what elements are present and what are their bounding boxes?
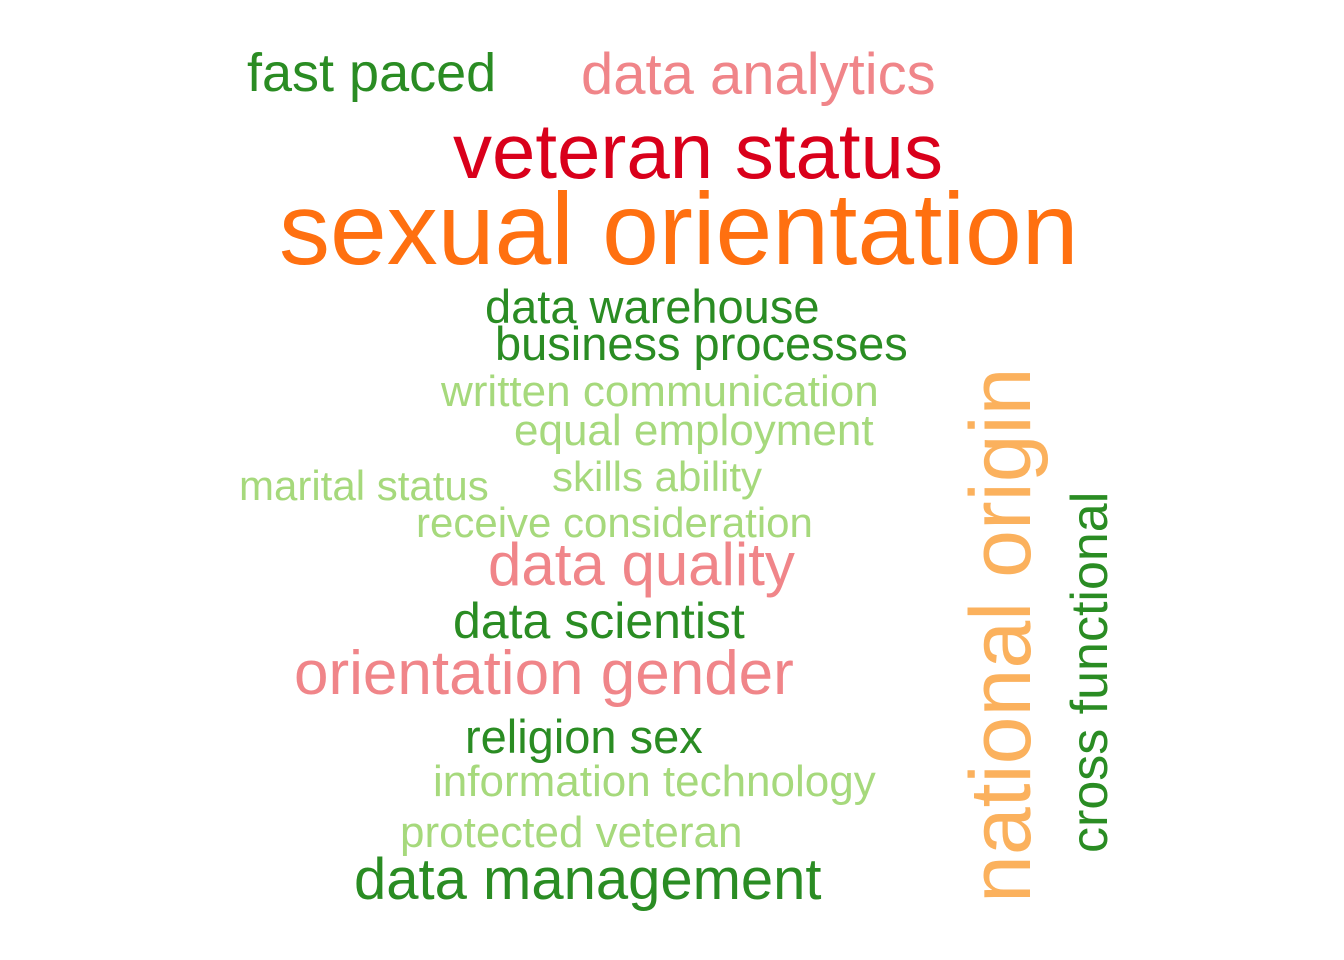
word-skills-ability: skills ability bbox=[552, 453, 763, 500]
word-national-origin: national origin bbox=[953, 367, 1049, 903]
word-cross-functional: cross functional bbox=[1061, 491, 1119, 853]
word-data-management: data management bbox=[354, 847, 822, 912]
word-veteran-status: veteran status bbox=[453, 107, 943, 195]
word-information-technology: information technology bbox=[433, 757, 876, 806]
word-data-scientist: data scientist bbox=[453, 593, 745, 649]
word-equal-employment: equal employment bbox=[514, 406, 874, 455]
word-marital-status: marital status bbox=[239, 462, 489, 509]
word-religion-sex: religion sex bbox=[465, 710, 703, 763]
word-written-communication: written communication bbox=[441, 367, 879, 416]
word-data-quality: data quality bbox=[488, 531, 795, 598]
word-orientation-gender: orientation gender bbox=[294, 639, 794, 708]
word-protected-veteran: protected veteran bbox=[400, 808, 743, 857]
word-data-warehouse: data warehouse bbox=[485, 280, 820, 333]
word-fast-paced: fast paced bbox=[247, 43, 497, 103]
word-business-processes: business processes bbox=[495, 317, 908, 370]
word-receive-consideration: receive consideration bbox=[416, 499, 813, 546]
word-sexual-orientation: sexual orientation bbox=[279, 172, 1079, 286]
word-data-analytics: data analytics bbox=[581, 42, 936, 107]
